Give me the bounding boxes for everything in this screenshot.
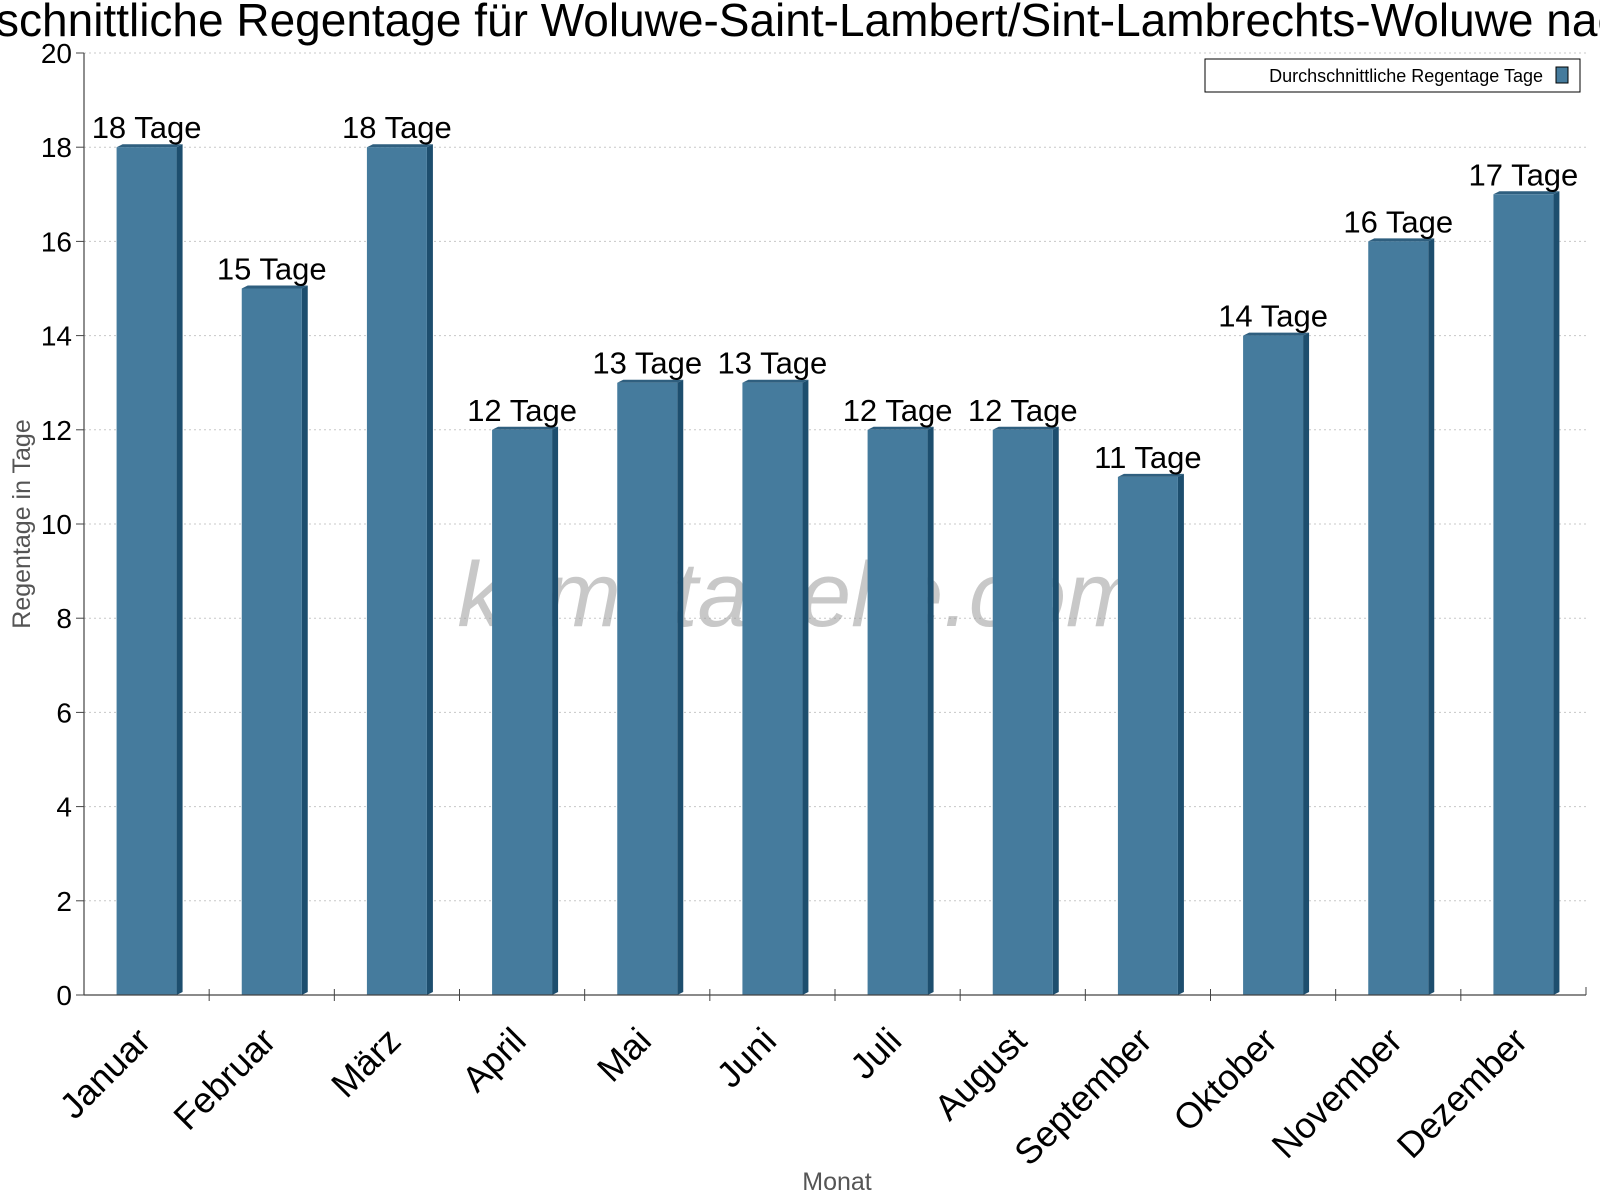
y-tick-label: 2 <box>56 886 72 917</box>
bar-face <box>867 429 928 995</box>
bar-side <box>1052 426 1059 995</box>
data-label: 11 Tage <box>1094 440 1201 475</box>
data-label: 18 Tage <box>342 110 452 145</box>
x-tick-label: November <box>1263 1020 1409 1166</box>
y-tick-label: 12 <box>41 415 72 446</box>
data-label: 12 Tage <box>968 393 1078 428</box>
bar-april <box>492 426 559 995</box>
bars <box>116 144 1560 996</box>
bar-top <box>366 144 433 148</box>
bar-top <box>116 144 183 148</box>
y-tick-label: 16 <box>41 226 72 257</box>
x-tick-label: Dezember <box>1389 1020 1535 1166</box>
data-label: 16 Tage <box>1343 204 1453 239</box>
bar-top <box>742 379 809 383</box>
bar-top <box>241 285 308 289</box>
x-tick-label: August <box>926 1020 1034 1128</box>
data-labels: 18 Tage 15 Tage 18 Tage 12 Tage 13 Tage 13 Ta… <box>92 110 1579 475</box>
y-tick-label: 14 <box>41 321 72 352</box>
bar-face <box>116 147 177 995</box>
y-tick-label: 6 <box>56 697 72 728</box>
axes <box>76 52 1587 1001</box>
x-tick-label: Februar <box>165 1020 283 1138</box>
data-label: 12 Tage <box>467 393 577 428</box>
data-label: 14 Tage <box>1218 299 1328 334</box>
bar-face <box>1117 476 1178 995</box>
data-label: 17 Tage <box>1469 157 1579 192</box>
y-tick-label: 0 <box>56 980 72 1011</box>
bar-dezember <box>1493 191 1560 996</box>
data-label: 12 Tage <box>843 393 953 428</box>
x-tick-label: Juni <box>708 1020 784 1096</box>
legend-box <box>1204 58 1581 93</box>
bar-top <box>617 379 684 383</box>
bar-side <box>677 379 684 995</box>
bar-face <box>992 429 1053 995</box>
bar-side <box>1303 332 1310 996</box>
bar-face <box>742 382 803 995</box>
x-tick-label: April <box>454 1020 534 1100</box>
x-tick-label: Juli <box>842 1020 909 1087</box>
bar-november <box>1368 238 1435 995</box>
x-tick-labels: Januar Februar März April Mai Juni Juli AugustS… <box>51 1020 1535 1174</box>
bar-side <box>802 379 809 995</box>
bar-side <box>552 426 559 995</box>
x-tick-label: September <box>1006 1020 1160 1174</box>
y-tick-label: 8 <box>56 603 72 634</box>
bar-side <box>1177 473 1184 995</box>
data-label: 18 Tage <box>92 110 202 145</box>
bar-top <box>492 426 559 430</box>
data-label: 13 Tage <box>592 346 702 381</box>
bar-märz <box>366 144 433 995</box>
bar-side <box>1553 191 1560 996</box>
bar-side <box>176 144 183 995</box>
bar-side <box>301 285 308 995</box>
bar-top <box>1117 473 1184 477</box>
bar-februar <box>241 285 308 995</box>
bar-side <box>1428 238 1435 995</box>
bar-face <box>492 429 553 995</box>
legend-series-label: Durchschnittliche Regentage Tage <box>1269 66 1543 86</box>
bar-face <box>617 382 678 995</box>
bar-top <box>1493 191 1560 195</box>
bar-september <box>1117 473 1184 995</box>
bar-mai <box>617 379 684 995</box>
data-label: 15 Tage <box>217 252 327 287</box>
bar-side <box>426 144 433 995</box>
y-tick-label: 4 <box>56 792 72 823</box>
bar-face <box>241 288 302 995</box>
chart-title: Durchschnittliche Regentage für Woluwe-S… <box>0 0 1600 46</box>
y-axis-title: Regentage in Tage <box>8 419 36 628</box>
bar-side <box>927 426 934 995</box>
x-axis-title: Monat <box>802 1168 872 1196</box>
bar-top <box>1368 238 1435 242</box>
bar-januar <box>116 144 183 995</box>
x-tick-label: März <box>323 1020 409 1106</box>
grid-lines <box>84 52 1586 902</box>
y-tick-labels: 0 2 4 6 8 10 12 14 16 18 20 <box>41 38 72 1011</box>
bar-juli <box>867 426 934 995</box>
legend: Durchschnittliche Regentage Tage <box>1204 58 1581 93</box>
bar-august <box>992 426 1059 995</box>
x-tick-label: Oktober <box>1165 1020 1285 1140</box>
bar-top <box>1243 332 1310 336</box>
x-tick-label: Mai <box>589 1020 659 1090</box>
bar-face <box>1243 335 1304 996</box>
bar-face <box>366 147 427 995</box>
bar-juni <box>742 379 809 995</box>
y-tick-label: 20 <box>41 38 72 69</box>
bar-top <box>867 426 934 430</box>
x-tick-label: Januar <box>51 1020 158 1127</box>
legend-swatch <box>1555 66 1569 84</box>
bar-face <box>1493 194 1554 996</box>
y-tick-label: 18 <box>41 132 72 163</box>
data-label: 13 Tage <box>718 346 828 381</box>
y-tick-label: 10 <box>41 509 72 540</box>
bar-oktober <box>1243 332 1310 996</box>
bar-face <box>1368 241 1429 995</box>
bar-top <box>992 426 1059 430</box>
